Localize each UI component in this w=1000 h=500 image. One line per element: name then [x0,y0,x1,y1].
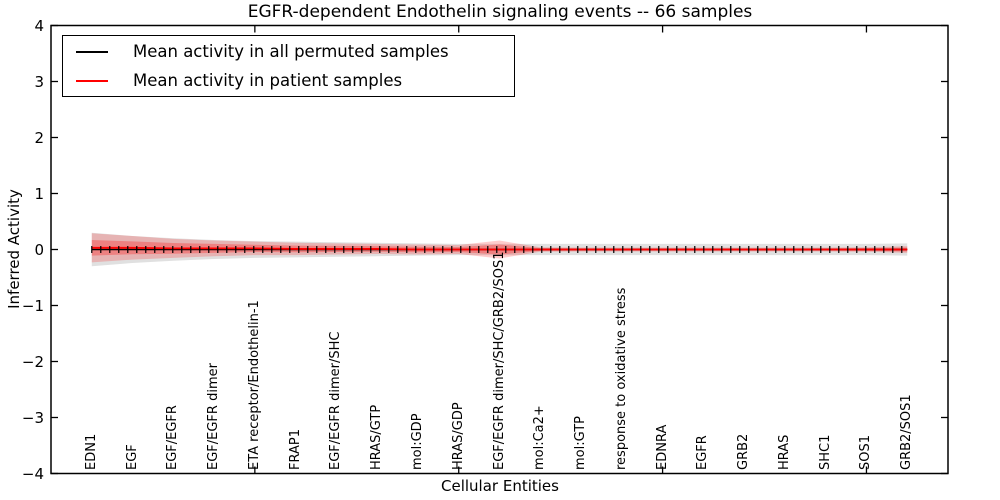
legend: Mean activity in all permuted samples Me… [62,35,515,97]
chart-title: EGFR-dependent Endothelin signaling even… [247,2,753,22]
legend-line-black-icon [76,50,108,53]
x-category-label: HRAS/GDP [450,402,466,470]
band-patient-samples-std-inner [91,239,908,256]
legend-line-red-icon [76,79,108,82]
x-category-label: EGF/EGFR dimer [206,363,222,470]
y-tick-label: −3 [21,408,44,427]
x-category-label: SOS1 [858,434,874,470]
x-axis-label: Cellular Entities [441,477,559,495]
x-category-label: EDN1 [83,433,99,470]
x-category-label: SHC1 [817,434,833,470]
x-category-label: HRAS/GTP [369,404,385,470]
y-tick-label: 4 [34,16,44,35]
legend-item-patient: Mean activity in patient samples [63,66,514,95]
x-category-label: EGF/EGFR dimer/SHC [328,331,344,470]
series-line-1 [91,246,908,251]
y-tick-label: −2 [21,352,44,371]
y-tick-label: 3 [34,72,44,91]
x-category-label: EGF/EGFR [165,405,181,470]
x-category-label: EGF/EGFR dimer/SHC/GRB2/SOS1 [491,251,507,471]
x-category-label: FRAP1 [287,429,303,470]
x-category-label: GRB2 [736,433,752,470]
x-category-label: mol:GDP [409,413,425,470]
y-tick-label: 0 [34,240,44,259]
x-category-label: mol:GTP [573,416,589,470]
legend-label-permuted: Mean activity in all permuted samples [133,42,449,61]
x-category-label: EGF [124,444,140,470]
y-tick-label: 2 [34,128,44,147]
band-patient-samples-std-outer [91,233,908,263]
y-tick-label: −4 [21,464,44,483]
x-category-label: response to oxidative stress [613,287,629,470]
y-tick-label: −1 [21,296,44,315]
x-category-label: mol:Ca2+ [532,405,548,470]
x-category-label: EDNRA [654,424,670,470]
legend-label-patient: Mean activity in patient samples [133,71,403,90]
y-tick-label: 1 [34,184,44,203]
x-category-label: ETA receptor/Endothelin-1 [246,300,262,470]
x-category-label: GRB2/SOS1 [899,394,915,470]
legend-item-permuted: Mean activity in all permuted samples [63,37,514,66]
x-category-label: HRAS [776,434,792,470]
x-category-label: EGFR [695,435,711,470]
